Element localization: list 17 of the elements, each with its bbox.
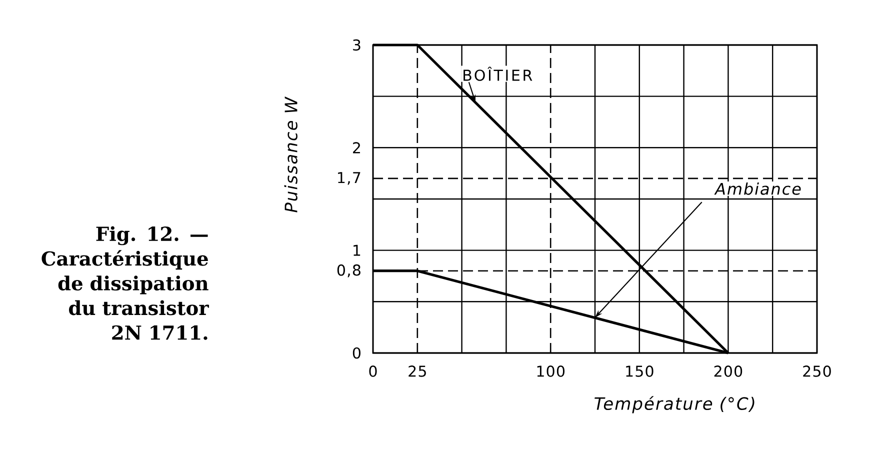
y-tick-label: 0 (352, 347, 360, 359)
y-tick-label: 3 (353, 39, 360, 51)
x-axis-title: Température (°C) (594, 396, 754, 414)
series-label: BOÎTIER (464, 66, 532, 81)
x-tick-label: 0 (369, 366, 377, 377)
y-tick-label: 1 (354, 244, 360, 256)
x-tick-label: 150 (626, 366, 654, 377)
x-tick-label: 200 (714, 366, 742, 377)
ref-line-label: 1,7 (338, 172, 360, 185)
text: Fig. 12. — Caractéristique de dissipation du transistor 2N 1711. (42, 226, 210, 340)
ref-line-label: 100 (537, 366, 564, 377)
text: Ambiance (714, 182, 801, 195)
y-axis-title: Puissance W (284, 96, 298, 212)
ref-line-label: 25 (408, 366, 426, 377)
x-tick-label: 250 (803, 366, 831, 377)
y-tick-label: 2 (353, 142, 360, 154)
ref-line-label: 0,8 (337, 264, 360, 278)
